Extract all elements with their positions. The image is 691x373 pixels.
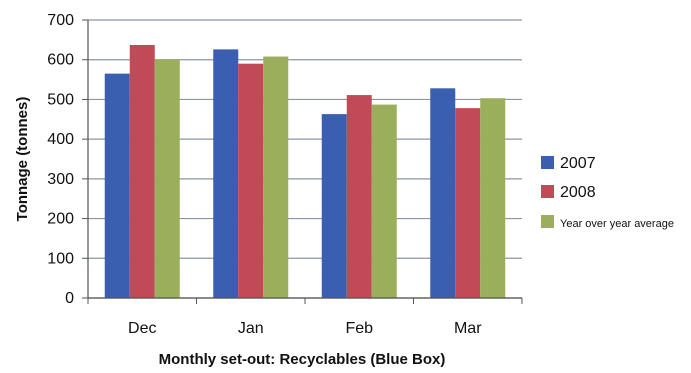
bar-feb-2008	[346, 95, 372, 298]
bar-dec-2008	[129, 45, 155, 298]
legend-label: 2008	[560, 184, 596, 201]
legend-item-2008: 2008	[541, 184, 596, 201]
legend-swatch	[541, 215, 554, 228]
y-tick-label-700: 700	[47, 12, 74, 29]
y-tick-label-300: 300	[47, 171, 74, 188]
bar-feb-2007	[321, 114, 347, 298]
legend-item-2007: 2007	[541, 155, 596, 172]
bar-jan-year-over-year-average	[263, 56, 289, 299]
bar-dec-year-over-year-average	[154, 59, 180, 299]
legend-label: Year over year average	[560, 218, 674, 230]
y-axis-title: Tonnage (tonnes)	[14, 97, 31, 222]
y-tick-label-500: 500	[47, 91, 74, 108]
legend-swatch	[541, 156, 554, 169]
y-tick-label-100: 100	[47, 250, 74, 267]
y-tick-label-200: 200	[47, 211, 74, 228]
bar-mar-2008	[455, 108, 481, 298]
y-tick-label-600: 600	[47, 52, 74, 69]
bar-dec-2007	[104, 73, 130, 298]
legend-label: 2007	[560, 155, 596, 172]
bars	[104, 45, 506, 299]
y-tick-labels: 0 100 200 300 400 500 600 700	[47, 12, 74, 307]
bar-jan-2007	[213, 49, 239, 298]
x-axis-title: Monthly set-out: Recyclables (Blue Box)	[159, 351, 446, 368]
x-tick-label-dec: Dec	[128, 320, 156, 337]
legend-swatch	[541, 185, 554, 198]
y-tick-label-400: 400	[47, 131, 74, 148]
axes	[82, 19, 523, 304]
bar-mar-year-over-year-average	[480, 98, 506, 298]
x-tick-label-mar: Mar	[454, 320, 482, 337]
y-tick-label-0: 0	[65, 290, 74, 307]
x-tick-labels: Dec Jan Feb Mar	[128, 320, 482, 337]
legend: 2007 2008 Year over year average	[541, 155, 674, 230]
bar-jan-2008	[238, 63, 264, 298]
bar-feb-year-over-year-average	[371, 104, 397, 298]
bar-mar-2007	[430, 88, 456, 299]
x-tick-label-jan: Jan	[238, 320, 264, 337]
x-tick-label-feb: Feb	[345, 320, 373, 337]
legend-item-year-over-year-average: Year over year average	[541, 215, 674, 230]
